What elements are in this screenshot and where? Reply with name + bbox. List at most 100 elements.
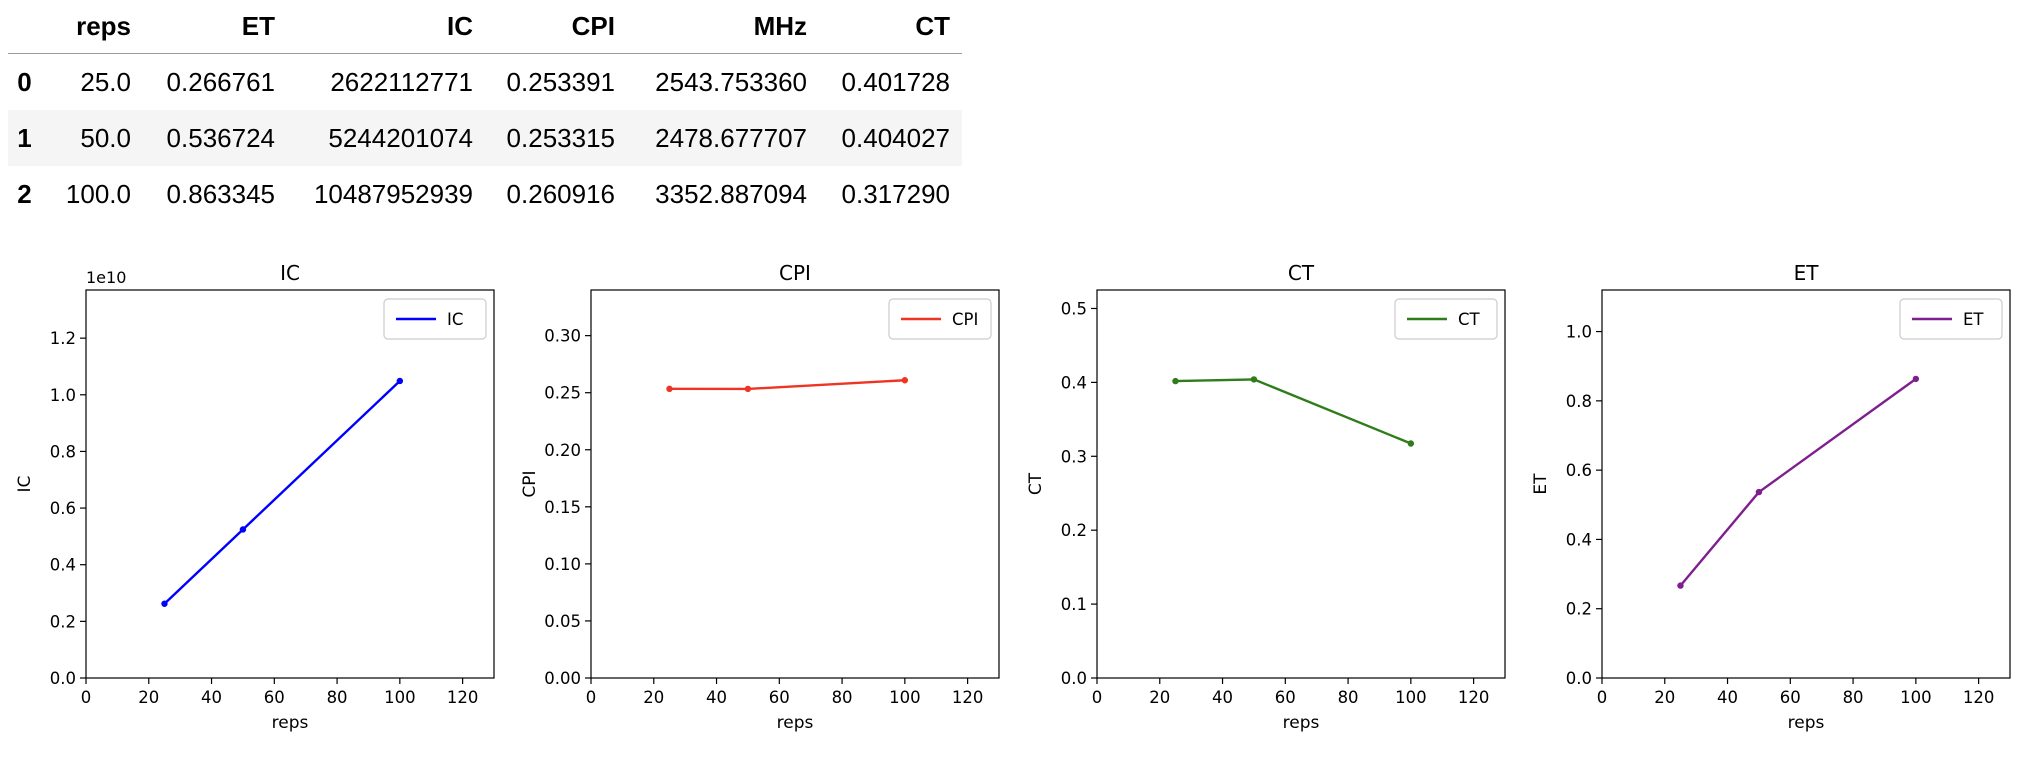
data-point <box>239 526 247 533</box>
column-header-ic: IC <box>275 0 473 54</box>
column-header-mhz: MHz <box>615 0 807 54</box>
y-tick-label: 0.8 <box>1566 392 1592 411</box>
x-tick-label: 20 <box>138 688 159 707</box>
table-cell: 0.404027 <box>841 122 950 153</box>
y-tick-label: 1.0 <box>1566 323 1592 342</box>
x-tick-label: 20 <box>1654 688 1675 707</box>
y-tick-label: 0.2 <box>1061 521 1087 540</box>
y-tick-label: 0.4 <box>1061 373 1087 392</box>
x-tick-label: 40 <box>201 688 222 707</box>
x-tick-label: 60 <box>1275 688 1296 707</box>
y-tick-label: 0.1 <box>1061 595 1087 614</box>
y-axis-label: ET <box>1531 473 1551 495</box>
table-row: 0 25.0 0.266761 2622112771 0.253391 2543… <box>8 54 962 111</box>
x-tick-label: 0 <box>1092 688 1103 707</box>
table-header-row: reps ET IC CPI MHz CT <box>8 0 962 54</box>
y-tick-label: 0.0 <box>1566 669 1592 688</box>
x-tick-label: 0 <box>81 688 92 707</box>
x-tick-label: 120 <box>1963 688 1995 707</box>
table-cell: 10487952939 <box>313 178 473 209</box>
data-point <box>1407 440 1415 447</box>
x-tick-label: 60 <box>264 688 285 707</box>
column-header-ct: CT <box>807 0 962 54</box>
series-line-et <box>1679 377 1917 587</box>
table-cell: 0.863345 <box>166 178 275 209</box>
y-tick-label: 0.6 <box>50 499 76 518</box>
table-cell: 25.0 <box>80 66 131 97</box>
plot-frame <box>1096 289 1506 679</box>
axis-offset-label: 1e10 <box>86 268 126 287</box>
et-line-chart: ET 0 20 40 60 80 100 120 0.0 0.2 0.4 0.6 0.8 1.0 reps E… <box>1531 261 2011 733</box>
x-axis-label: reps <box>1788 713 1825 733</box>
y-tick-label: 0.2 <box>1566 600 1592 619</box>
x-tick-label: 100 <box>1900 688 1932 707</box>
data-point <box>1912 375 1920 383</box>
y-tick-label: 1.2 <box>50 329 76 348</box>
column-header-reps: reps <box>41 0 131 54</box>
cpi-line-chart: CPI 0 20 40 60 80 100 120 0.00 0.05 0.10 0.15 0.20 0.… <box>520 261 1000 733</box>
y-tick-label: 0.30 <box>544 327 581 346</box>
data-point <box>1755 488 1763 496</box>
table-cell: 50.0 <box>80 122 131 153</box>
x-tick-label: 120 <box>447 688 479 707</box>
x-axis-label: reps <box>1283 713 1320 733</box>
y-tick-label: 0.8 <box>50 442 76 461</box>
y-tick-label: 0.25 <box>544 384 581 403</box>
x-tick-label: 60 <box>1780 688 1801 707</box>
data-point <box>1250 376 1258 383</box>
x-tick-label: 40 <box>1717 688 1738 707</box>
series-line-cpi <box>669 379 905 391</box>
chart-title: CPI <box>779 261 811 285</box>
table-cell: 100.0 <box>65 178 131 209</box>
x-tick-label: 20 <box>1149 688 1170 707</box>
y-tick-label: 0.5 <box>1061 299 1087 318</box>
y-tick-label: 0.0 <box>1061 669 1087 688</box>
y-tick-label: 0.0 <box>50 669 76 688</box>
x-tick-label: 20 <box>643 688 664 707</box>
x-axis-label: reps <box>272 713 309 733</box>
x-tick-label: 100 <box>1395 688 1427 707</box>
x-tick-label: 80 <box>1338 688 1359 707</box>
ic-line-chart: IC 0 20 40 60 80 100 120 0.0 0.2 0.4 0.6 0.8 1.0 1.2 1e… <box>15 261 495 733</box>
legend-label: CT <box>1458 310 1481 329</box>
y-tick-label: 0.15 <box>544 498 581 517</box>
x-tick-label: 80 <box>832 688 853 707</box>
data-point <box>744 385 752 393</box>
plot-frame <box>85 289 495 679</box>
table-cell: 0.253315 <box>506 122 615 153</box>
row-index: 2 <box>17 178 32 209</box>
table-cell: 0.536724 <box>166 122 275 153</box>
x-tick-label: 0 <box>586 688 597 707</box>
table-cell: 0.401728 <box>841 66 950 97</box>
table-row: 1 50.0 0.536724 5244201074 0.253315 2478… <box>8 110 962 166</box>
table-cell: 0.266761 <box>166 66 275 97</box>
table-cell: 0.260916 <box>506 178 615 209</box>
table-cell: 2478.677707 <box>655 122 807 153</box>
table-cell: 0.253391 <box>506 66 615 97</box>
plot-frame <box>1601 289 2011 679</box>
legend-label: CPI <box>952 310 978 329</box>
table-cell: 5244201074 <box>328 122 473 153</box>
chart-title: IC <box>280 261 300 285</box>
y-tick-label: 0.3 <box>1061 447 1087 466</box>
y-tick-label: 0.4 <box>50 556 76 575</box>
y-tick-label: 0.05 <box>544 612 581 631</box>
data-point <box>1677 582 1684 589</box>
data-point <box>161 600 168 607</box>
x-axis-label: reps <box>777 713 814 733</box>
column-header-cpi: CPI <box>473 0 615 54</box>
table-row: 2 100.0 0.863345 10487952939 0.260916 33… <box>8 166 962 222</box>
ct-line-chart: CT 0 20 40 60 80 100 120 0.0 0.1 0.2 0.3 0.4 0.5 reps C… <box>1026 261 1506 733</box>
x-tick-label: 120 <box>952 688 984 707</box>
y-tick-label: 0.00 <box>544 669 581 688</box>
data-point <box>396 377 404 385</box>
table-cell: 2622112771 <box>330 66 473 97</box>
legend-label: IC <box>447 310 463 329</box>
x-tick-label: 80 <box>1843 688 1864 707</box>
x-tick-label: 80 <box>327 688 348 707</box>
y-axis-label: CT <box>1026 472 1046 495</box>
y-axis-label: IC <box>15 476 35 493</box>
x-tick-label: 100 <box>384 688 416 707</box>
plot-frame <box>590 289 1000 679</box>
x-tick-label: 100 <box>889 688 921 707</box>
